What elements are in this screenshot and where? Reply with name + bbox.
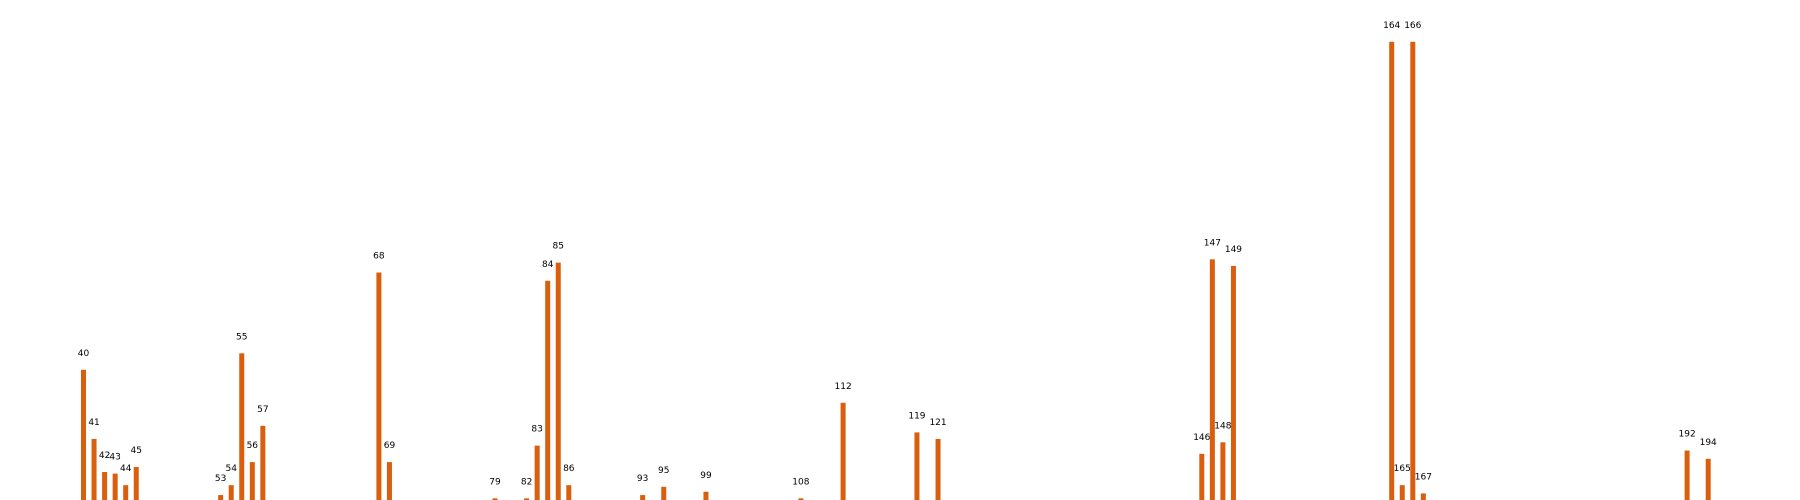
bar-194 <box>1705 458 1711 500</box>
bar-label-42: 42 <box>99 451 110 461</box>
bar-54 <box>228 485 234 500</box>
bar-label-55: 55 <box>236 332 247 342</box>
bar-label-148: 148 <box>1214 421 1231 431</box>
bar-label-85: 85 <box>553 242 564 252</box>
bar-label-112: 112 <box>835 382 852 392</box>
bars-group <box>81 41 1711 500</box>
bar-label-93: 93 <box>637 474 648 484</box>
bar-192 <box>1684 450 1690 500</box>
bar-99 <box>703 491 709 500</box>
bar-label-53: 53 <box>215 474 226 484</box>
bar-label-166: 166 <box>1404 21 1421 31</box>
bar-44 <box>123 485 129 500</box>
bar-label-86: 86 <box>563 464 575 474</box>
bar-84 <box>545 280 551 500</box>
bar-93 <box>640 495 646 500</box>
bar-label-146: 146 <box>1193 433 1210 443</box>
bar-147 <box>1209 259 1215 500</box>
bar-56 <box>249 462 255 500</box>
bar-label-82: 82 <box>521 477 532 487</box>
bar-149 <box>1230 265 1236 500</box>
bar-label-69: 69 <box>384 441 396 451</box>
bar-label-84: 84 <box>542 260 554 270</box>
bar-label-95: 95 <box>658 466 669 476</box>
bar-label-167: 167 <box>1415 472 1432 482</box>
bar-label-83: 83 <box>531 425 542 435</box>
bar-121 <box>935 439 941 500</box>
bar-83 <box>534 445 540 500</box>
bar-167 <box>1420 493 1426 500</box>
bar-label-57: 57 <box>257 405 268 415</box>
bar-label-164: 164 <box>1383 21 1400 31</box>
bar-45 <box>133 467 139 500</box>
bar-label-192: 192 <box>1679 430 1696 440</box>
bar-41 <box>91 439 97 500</box>
bar-label-149: 149 <box>1225 245 1242 255</box>
bar-label-99: 99 <box>700 471 712 481</box>
bar-43 <box>112 473 118 500</box>
bar-55 <box>239 353 245 500</box>
bar-53 <box>218 495 224 500</box>
bar-label-56: 56 <box>247 441 259 451</box>
bar-86 <box>566 485 572 500</box>
bar-146 <box>1199 453 1205 500</box>
bar-label-43: 43 <box>109 453 120 463</box>
bar-label-40: 40 <box>78 349 90 359</box>
bar-85 <box>555 262 561 500</box>
bar-label-194: 194 <box>1700 438 1717 448</box>
bar-label-119: 119 <box>908 411 925 421</box>
bar-69 <box>386 462 392 500</box>
bar-166 <box>1410 41 1416 500</box>
bar-label-45: 45 <box>131 446 142 456</box>
bar-label-121: 121 <box>929 418 946 428</box>
bar-68 <box>376 272 382 500</box>
bar-label-147: 147 <box>1204 238 1221 248</box>
bar-79 <box>492 498 498 500</box>
bar-95 <box>661 486 667 500</box>
bar-164 <box>1389 41 1395 500</box>
bar-label-41: 41 <box>88 418 99 428</box>
bar-112 <box>840 402 846 500</box>
bar-label-44: 44 <box>120 464 132 474</box>
bar-148 <box>1220 442 1226 500</box>
bar-165 <box>1399 485 1405 500</box>
bar-label-68: 68 <box>373 252 385 262</box>
bar-label-108: 108 <box>792 477 809 487</box>
bar-label-79: 79 <box>489 477 501 487</box>
bar-42 <box>102 471 108 500</box>
bar-82 <box>524 498 530 500</box>
bar-label-165: 165 <box>1394 464 1411 474</box>
bar-119 <box>914 432 920 500</box>
bar-label-54: 54 <box>225 464 237 474</box>
bar-40 <box>81 369 86 500</box>
bar-57 <box>260 425 266 500</box>
bar-108 <box>798 498 804 500</box>
